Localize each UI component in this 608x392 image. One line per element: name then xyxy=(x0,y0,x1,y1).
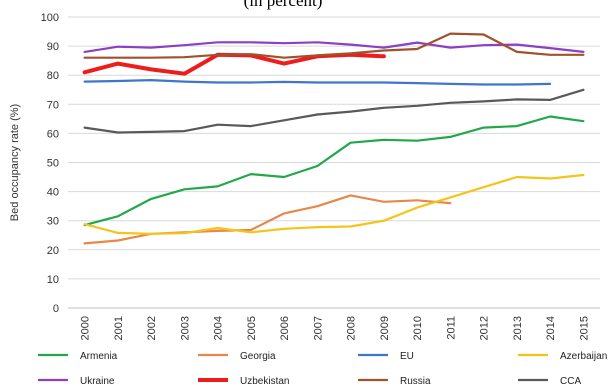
gridlines xyxy=(68,16,600,309)
x-tick-label: 2012 xyxy=(479,316,491,340)
series-line-georgia xyxy=(83,194,452,245)
y-tick-label: 50 xyxy=(47,158,59,170)
y-tick-label: 20 xyxy=(47,245,59,257)
legend-label-ukraine: Ukraine xyxy=(80,376,115,387)
series-lines xyxy=(82,32,585,245)
series-line-azerbaijan xyxy=(83,173,585,235)
legend: Armenia Georgia EU Azerbaijan Ukraine Uzbekis… xyxy=(38,351,607,387)
legend-label-uzbekistan: Uzbekistan xyxy=(240,376,289,387)
legend-label-russia: Russia xyxy=(400,376,431,387)
y-tick-label: 30 xyxy=(47,216,59,228)
legend-label-cca: CCA xyxy=(560,376,581,387)
y-tick-label: 100 xyxy=(41,12,59,24)
x-tick-label: 2008 xyxy=(346,316,358,340)
x-tick-label: 2002 xyxy=(146,316,158,340)
series-line-armenia xyxy=(83,115,585,227)
y-tick-label: 90 xyxy=(47,41,59,53)
legend-label-eu: EU xyxy=(400,351,414,362)
y-tick-label: 10 xyxy=(47,274,59,286)
series-line-ukraine xyxy=(83,41,585,54)
y-tick-label: 40 xyxy=(47,187,59,199)
x-tick-label: 2004 xyxy=(213,316,225,340)
y-tick-label: 60 xyxy=(47,128,59,140)
y-tick-label: 80 xyxy=(47,70,59,82)
x-axis: 2000 2001 2002 2003 2004 2005 2006 2007 2008 2009… xyxy=(80,316,591,340)
x-tick-label: 2000 xyxy=(80,316,92,340)
x-tick-label: 2009 xyxy=(379,316,391,340)
x-tick-label: 2015 xyxy=(578,316,590,340)
x-tick-label: 2014 xyxy=(545,316,557,340)
series-line-russia xyxy=(83,32,585,59)
x-tick-label: 2005 xyxy=(246,316,258,340)
x-tick-label: 2010 xyxy=(412,316,424,340)
x-tick-label: 2013 xyxy=(512,316,524,340)
chart-title: (in percent) xyxy=(244,0,323,10)
series-line-cca xyxy=(83,88,585,134)
y-tick-label: 70 xyxy=(47,99,59,111)
y-axis-label: Bed occupancy rate (%) xyxy=(9,104,21,221)
y-axis: 0 10 20 30 40 50 60 70 80 90 100 xyxy=(41,12,59,315)
x-tick-label: 2001 xyxy=(113,316,125,340)
x-tick-label: 2003 xyxy=(179,316,191,340)
x-tick-label: 2006 xyxy=(279,316,291,340)
x-tick-label: 2011 xyxy=(445,316,457,340)
legend-label-georgia: Georgia xyxy=(240,351,276,362)
legend-label-armenia: Armenia xyxy=(80,351,118,362)
series-line-eu xyxy=(83,78,552,86)
x-tick-label: 2007 xyxy=(312,316,324,340)
y-tick-label: 0 xyxy=(53,303,59,315)
legend-label-azerbaijan: Azerbaijan xyxy=(560,351,607,362)
